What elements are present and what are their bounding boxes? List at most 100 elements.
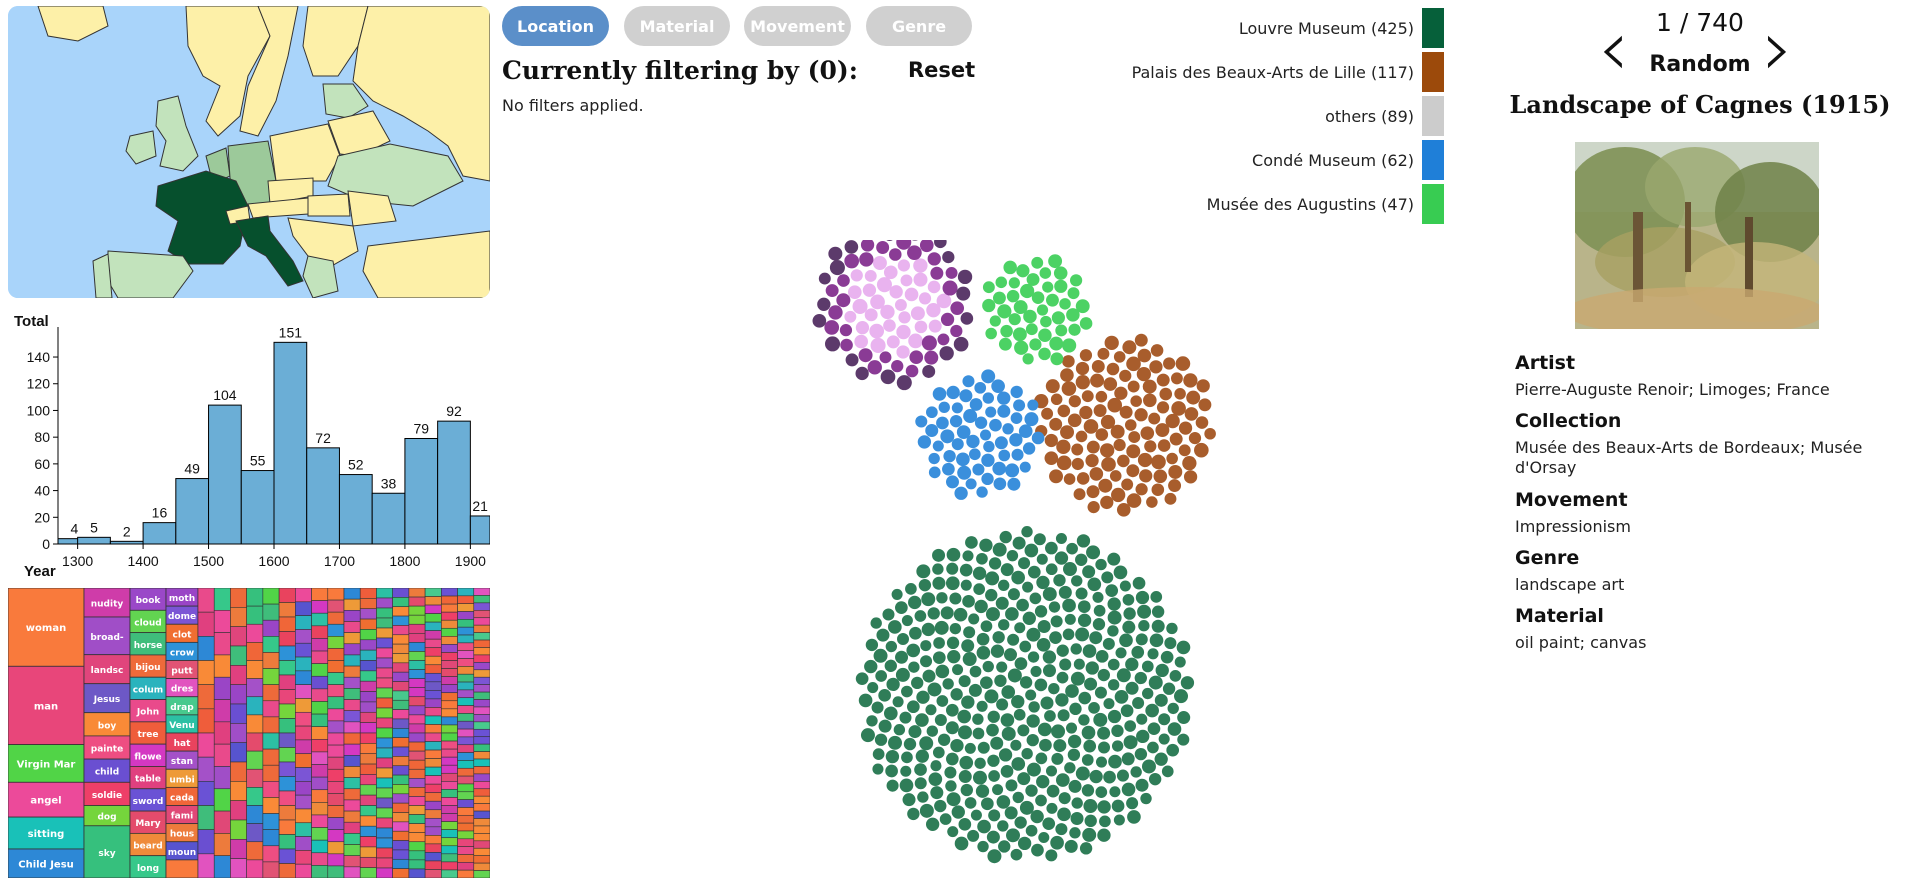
treemap-cell[interactable] xyxy=(473,610,490,619)
treemap-cell[interactable] xyxy=(457,697,475,706)
artwork-bubble[interactable] xyxy=(930,760,942,772)
artwork-bubble[interactable] xyxy=(839,324,853,337)
treemap-cell[interactable] xyxy=(262,813,280,830)
artwork-bubble[interactable] xyxy=(1102,637,1115,650)
treemap-cell[interactable] xyxy=(295,684,312,699)
artwork-bubble[interactable] xyxy=(1150,344,1164,357)
treemap-cell[interactable] xyxy=(473,706,490,715)
histogram-bar[interactable] xyxy=(175,478,210,545)
artwork-bubble[interactable] xyxy=(1010,385,1023,399)
artwork-bubble[interactable] xyxy=(1046,784,1060,798)
artwork-bubble[interactable] xyxy=(1024,412,1039,427)
artwork-bubble[interactable] xyxy=(1036,575,1050,590)
treemap-cell[interactable] xyxy=(327,696,345,710)
treemap-cell[interactable] xyxy=(359,618,377,630)
artwork-bubble[interactable] xyxy=(1007,633,1020,646)
treemap-cell[interactable] xyxy=(343,855,361,868)
artwork-bubble[interactable] xyxy=(930,786,944,800)
treemap-cell[interactable] xyxy=(327,865,345,878)
artwork-bubble[interactable] xyxy=(886,677,900,692)
histogram-bar[interactable] xyxy=(404,437,439,545)
artwork-bubble[interactable] xyxy=(968,683,982,697)
artwork-bubble[interactable] xyxy=(968,613,980,625)
artwork-bubble[interactable] xyxy=(896,240,912,250)
treemap-cell[interactable] xyxy=(327,648,345,661)
artwork-bubble[interactable] xyxy=(1167,702,1179,715)
treemap-cell[interactable] xyxy=(408,868,426,878)
treemap-cell[interactable] xyxy=(83,683,131,714)
treemap-cell[interactable] xyxy=(230,626,247,647)
treemap-cell[interactable] xyxy=(262,781,280,798)
artwork-bubble[interactable] xyxy=(946,385,960,400)
artwork-bubble[interactable] xyxy=(866,715,878,727)
artwork-bubble[interactable] xyxy=(1042,587,1057,602)
artwork-bubble[interactable] xyxy=(896,632,910,645)
artwork-bubble[interactable] xyxy=(1165,413,1180,429)
treemap-cell[interactable] xyxy=(408,687,426,698)
artwork-bubble[interactable] xyxy=(1158,713,1171,726)
artwork-bubble[interactable] xyxy=(1122,340,1137,355)
artwork-bubble[interactable] xyxy=(818,272,831,285)
artwork-bubble[interactable] xyxy=(858,348,873,363)
artwork-bubble[interactable] xyxy=(1024,543,1039,558)
treemap-cell[interactable] xyxy=(424,690,442,700)
treemap-cell[interactable] xyxy=(441,805,458,814)
treemap-cell[interactable] xyxy=(408,750,426,761)
artwork-bubble[interactable] xyxy=(1067,748,1081,761)
artwork-bubble[interactable] xyxy=(1070,811,1084,825)
treemap-cell[interactable] xyxy=(230,800,247,821)
treemap-cell[interactable] xyxy=(278,718,296,734)
artwork-bubble[interactable] xyxy=(1123,735,1138,750)
artwork-bubble[interactable] xyxy=(1042,664,1056,678)
treemap-cell[interactable] xyxy=(295,781,312,796)
artwork-bubble[interactable] xyxy=(957,725,972,740)
artwork-bubble[interactable] xyxy=(1125,657,1139,672)
artwork-bubble[interactable] xyxy=(1149,360,1163,374)
treemap-cell[interactable] xyxy=(197,660,215,685)
treemap-cell[interactable] xyxy=(311,612,329,627)
treemap-cell[interactable] xyxy=(441,781,458,790)
artwork-bubble[interactable] xyxy=(959,563,973,577)
artwork-bubble[interactable] xyxy=(1098,478,1113,493)
artwork-bubble[interactable] xyxy=(1146,496,1158,508)
artwork-bubble[interactable] xyxy=(1012,791,1024,804)
treemap-cell[interactable] xyxy=(473,654,490,663)
artwork-bubble[interactable] xyxy=(1036,775,1050,789)
treemap-cell[interactable] xyxy=(376,637,393,649)
artwork-bubble[interactable] xyxy=(1093,604,1106,617)
treemap-cell[interactable] xyxy=(457,807,475,816)
artwork-bubble[interactable] xyxy=(1123,607,1136,620)
treemap-cell[interactable] xyxy=(343,866,361,878)
artwork-bubble[interactable] xyxy=(1135,633,1148,646)
treemap-cell[interactable] xyxy=(457,744,475,753)
artwork-bubble[interactable] xyxy=(1059,658,1072,671)
artwork-bubble[interactable] xyxy=(1168,479,1182,493)
artwork-bubble[interactable] xyxy=(998,337,1012,351)
artwork-bubble[interactable] xyxy=(1070,671,1085,686)
artwork-bubble[interactable] xyxy=(972,770,987,785)
treemap-cell[interactable] xyxy=(408,642,426,652)
artwork-bubble[interactable] xyxy=(1110,424,1125,439)
treemap-cell[interactable] xyxy=(343,688,361,700)
artwork-bubble[interactable] xyxy=(919,736,934,751)
artwork-bubble[interactable] xyxy=(880,304,895,320)
artwork-bubble[interactable] xyxy=(908,240,922,241)
artwork-bubble[interactable] xyxy=(1062,628,1075,641)
treemap-cell[interactable] xyxy=(327,636,345,649)
artwork-bubble[interactable] xyxy=(998,619,1010,631)
legend-item-augustins[interactable]: Musée des Augustins (47) xyxy=(1207,184,1444,224)
treemap-cell[interactable] xyxy=(213,632,231,656)
artwork-bubble[interactable] xyxy=(928,319,942,333)
artwork-bubble[interactable] xyxy=(1119,580,1131,592)
treemap-cell[interactable] xyxy=(359,856,377,868)
artwork-bubble[interactable] xyxy=(943,449,956,463)
tab-movement[interactable]: Movement xyxy=(744,6,851,46)
artwork-bubble[interactable] xyxy=(1121,752,1135,766)
artwork-bubble[interactable] xyxy=(1018,424,1033,439)
artwork-bubble[interactable] xyxy=(1135,590,1150,605)
artwork-bubble[interactable] xyxy=(959,389,973,403)
artwork-bubble[interactable] xyxy=(906,700,920,714)
artwork-bubble[interactable] xyxy=(950,301,965,316)
artwork-bubble[interactable] xyxy=(878,719,892,733)
treemap-cell[interactable] xyxy=(311,852,329,866)
